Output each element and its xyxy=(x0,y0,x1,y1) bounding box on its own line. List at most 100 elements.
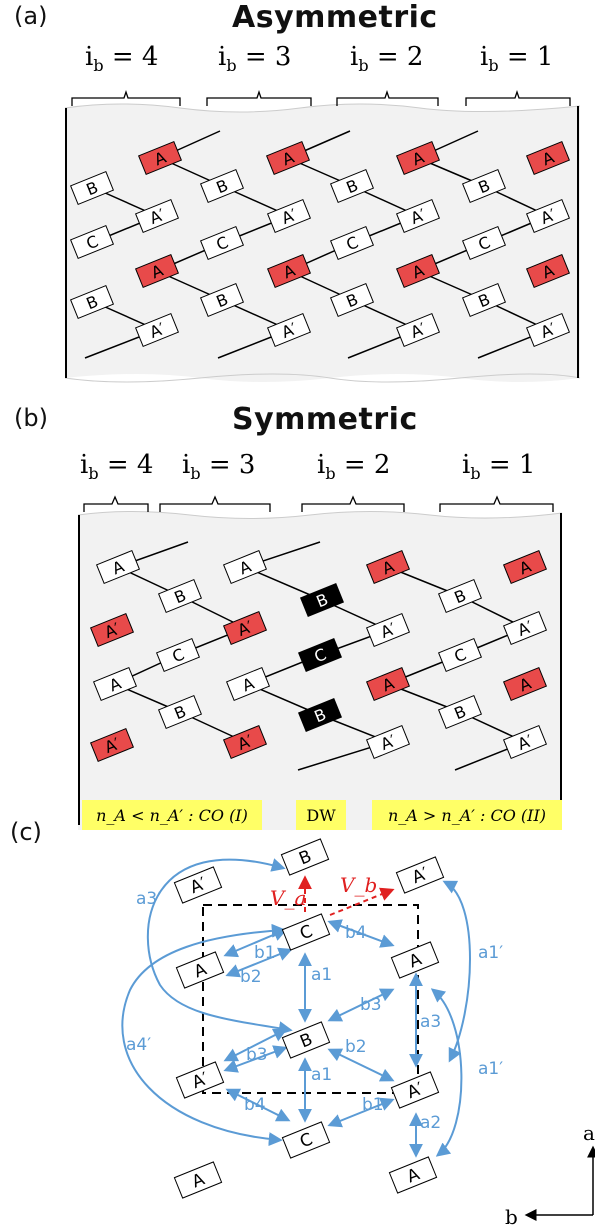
svg-text:a3′: a3′ xyxy=(136,889,161,909)
svg-text:a1: a1 xyxy=(311,965,332,985)
svg-text:A′: A′ xyxy=(235,731,256,754)
ib-label-1b: ib = 1 xyxy=(462,450,535,483)
mol-a: A xyxy=(388,1156,438,1194)
mol-a: A xyxy=(225,666,271,702)
svg-text:A′: A′ xyxy=(102,619,123,642)
mol-b: B xyxy=(157,694,203,730)
svg-text:A′: A′ xyxy=(404,1079,426,1103)
svg-text:a4′: a4′ xyxy=(126,1035,151,1055)
region-left-label: n_A < n_A′ : CO (I) xyxy=(96,806,248,825)
mol-a-red: A xyxy=(525,140,571,176)
mol-a-red: A xyxy=(365,549,411,585)
mol-a-red: A xyxy=(395,140,441,176)
svg-text:b1: b1 xyxy=(362,1095,384,1115)
mol-b: B xyxy=(69,170,115,206)
mol-b: B xyxy=(69,284,115,320)
panel-a-molecules: A B A′ C A B A′ A B A′ C A B A′ A B A′ C… xyxy=(69,140,571,348)
mol-a: A xyxy=(175,951,225,989)
panel-a-ib-labels: ib = 4 ib = 3 ib = 2 ib = 1 xyxy=(85,42,553,75)
mol-aprime: A′ xyxy=(395,198,441,234)
svg-text:A′: A′ xyxy=(102,734,123,757)
mol-aprime: A′ xyxy=(173,866,223,904)
mol-aprime: A′ xyxy=(502,724,548,760)
mol-c: C xyxy=(329,225,375,261)
svg-text:A′: A′ xyxy=(187,874,209,898)
blue-bonds xyxy=(121,858,471,1158)
panel-a-title: Asymmetric xyxy=(232,0,438,35)
svg-text:A′: A′ xyxy=(147,319,168,342)
mol-aprime: A′ xyxy=(175,1061,225,1099)
ib-label-4b: ib = 4 xyxy=(80,450,153,483)
crystal-axes xyxy=(524,1145,595,1221)
panel-c-letter: (c) xyxy=(10,818,42,846)
ib-label-2b: ib = 2 xyxy=(317,450,390,483)
panel-a-braces xyxy=(71,89,571,106)
mol-c-black: C xyxy=(297,637,343,673)
panel-b-title: Symmetric xyxy=(232,402,418,437)
panel-b-letter: (b) xyxy=(14,404,48,432)
mol-c: C xyxy=(199,225,245,261)
mol-aprime: A′ xyxy=(525,198,571,234)
mol-b: B xyxy=(199,282,245,318)
mol-b: B xyxy=(199,168,245,204)
mol-b: B xyxy=(437,578,483,614)
panel-b-braces xyxy=(83,495,554,512)
mol-c: C xyxy=(437,637,483,673)
region-mid-label: DW xyxy=(306,806,336,825)
mol-aprime: A′ xyxy=(395,856,445,894)
svg-text:A′: A′ xyxy=(409,864,431,888)
mol-c: C xyxy=(155,637,201,673)
svg-text:a2: a2 xyxy=(420,1113,441,1133)
mol-b-black: B xyxy=(299,582,345,618)
svg-text:A′: A′ xyxy=(378,619,399,642)
mol-a: A xyxy=(95,549,141,585)
svg-text:b2: b2 xyxy=(345,1037,367,1057)
region-right-box xyxy=(372,800,562,830)
mol-a-red: A xyxy=(395,253,441,289)
ib-label-4a: ib = 4 xyxy=(85,42,158,75)
mol-c: C xyxy=(281,1121,331,1159)
mol-b: B xyxy=(280,838,330,876)
ib-label-2a: ib = 2 xyxy=(350,42,423,75)
bond-labels: a3′ b1 b2 b4 a1 b3 a4′ b3 b2 a1 a3 b4 b1… xyxy=(126,889,503,1133)
svg-text:A′: A′ xyxy=(378,731,399,754)
mol-a-red: A xyxy=(365,666,411,702)
panel-b-region-labels: n_A < n_A′ : CO (I) DW n_A > n_A′ : CO (… xyxy=(82,800,562,830)
panel-b-molecules: A B A′ A′ C A B A′ A′ A B A′ C A B A′ A … xyxy=(89,549,548,763)
svg-text:A′: A′ xyxy=(235,617,256,640)
svg-text:b2: b2 xyxy=(240,967,262,987)
mol-a-red: A xyxy=(137,140,183,176)
mol-c: C xyxy=(281,913,331,951)
mol-aprime: A′ xyxy=(134,198,180,234)
panel-b-ib-labels: ib = 4 ib = 3 ib = 2 ib = 1 xyxy=(80,450,535,483)
panel-c-molecules: B A′ A′ C A A B A′ A′ C A A xyxy=(173,838,445,1199)
mol-a: A xyxy=(92,666,138,702)
mol-aprime: A′ xyxy=(390,1071,440,1109)
ib-label-1a: ib = 1 xyxy=(480,42,553,75)
region-left-box xyxy=(82,800,262,830)
svg-text:A′: A′ xyxy=(515,617,536,640)
svg-text:b4: b4 xyxy=(244,1095,266,1115)
svg-text:A′: A′ xyxy=(538,205,559,228)
svg-text:a1: a1 xyxy=(311,1065,332,1085)
mol-a: A xyxy=(173,1161,223,1199)
mol-aprime: A′ xyxy=(266,312,312,348)
svg-text:A′: A′ xyxy=(279,319,300,342)
lattice-vectors xyxy=(298,875,395,916)
va-label: V_a xyxy=(270,886,306,910)
mol-c: C xyxy=(69,224,115,260)
mol-aprime: A′ xyxy=(525,312,571,348)
mol-a-red: A xyxy=(265,140,311,176)
svg-text:b3: b3 xyxy=(360,995,382,1015)
mol-aprime-red: A′ xyxy=(222,724,268,760)
mol-aprime: A′ xyxy=(134,312,180,348)
mol-b: B xyxy=(329,168,375,204)
mol-c: C xyxy=(461,225,507,261)
region-right-label: n_A > n_A′ : CO (II) xyxy=(388,806,546,825)
panel-b-background xyxy=(78,511,562,830)
svg-text:A′: A′ xyxy=(408,205,429,228)
svg-text:A′: A′ xyxy=(189,1069,211,1093)
mol-b: B xyxy=(461,282,507,318)
axis-b-label: b xyxy=(505,1205,518,1228)
